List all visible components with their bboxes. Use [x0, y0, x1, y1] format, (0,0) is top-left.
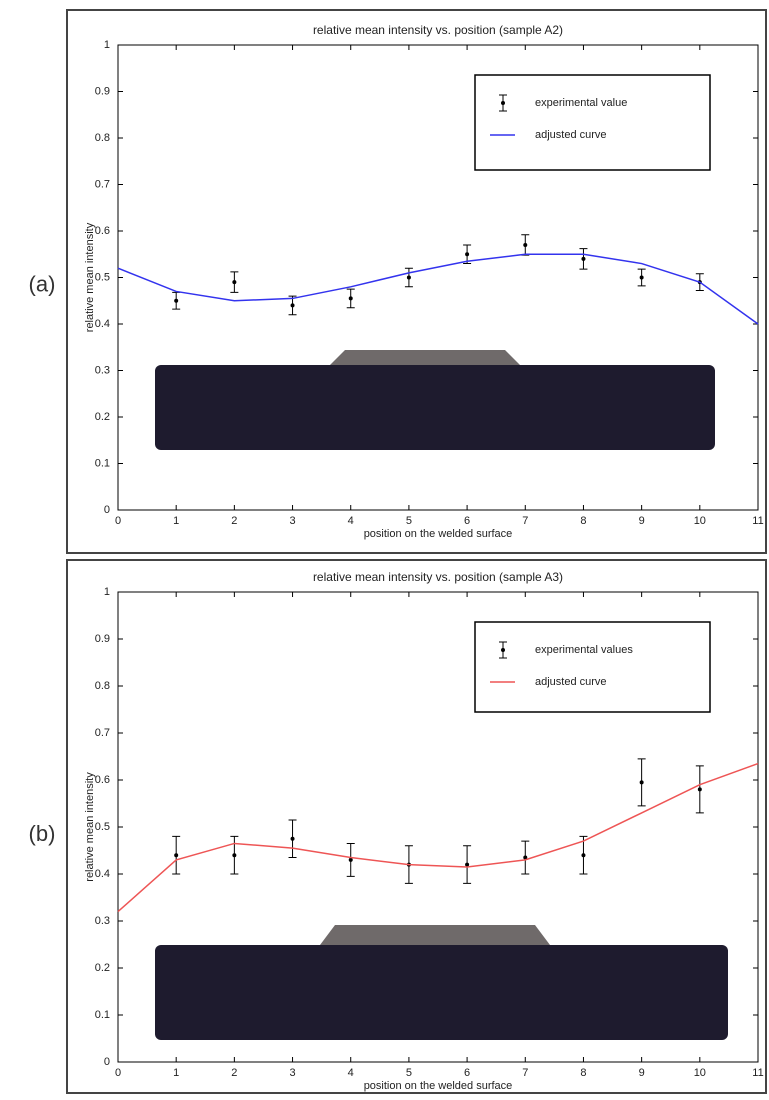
data-point: [581, 853, 586, 858]
legend-label: adjusted curve: [535, 129, 607, 141]
y-tick-label: 0.9: [95, 633, 110, 645]
x-tick-label: 5: [406, 515, 412, 527]
x-tick-label: 2: [231, 1067, 237, 1079]
y-tick-label: 0.7: [95, 727, 110, 739]
legend-swatch: [501, 101, 505, 105]
x-tick-label: 2: [231, 515, 237, 527]
y-tick-label: 0: [104, 1056, 110, 1068]
y-tick-label: 0.2: [95, 411, 110, 423]
x-tick-label: 8: [580, 515, 586, 527]
legend-label: adjusted curve: [535, 676, 607, 688]
y-tick-label: 0.6: [95, 225, 110, 237]
y-tick-label: 0.4: [95, 868, 110, 880]
legend-label: experimental value: [535, 97, 627, 109]
x-tick-label: 7: [522, 1067, 528, 1079]
data-point: [290, 836, 295, 841]
panel-label: (b): [29, 821, 56, 846]
y-axis-label: relative mean intensity: [84, 222, 96, 332]
y-tick-label: 0.9: [95, 85, 110, 97]
y-tick-label: 0.4: [95, 318, 110, 330]
data-point: [290, 303, 295, 308]
weld-bead: [320, 925, 550, 945]
y-tick-label: 0.6: [95, 774, 110, 786]
x-tick-label: 9: [639, 515, 645, 527]
data-point: [174, 853, 179, 858]
weld-bead: [330, 350, 520, 365]
x-tick-label: 8: [580, 1067, 586, 1079]
x-tick-label: 4: [348, 1067, 354, 1079]
y-axis-label: relative mean intensity: [84, 772, 96, 882]
x-tick-label: 0: [115, 1067, 121, 1079]
data-point: [639, 275, 644, 280]
y-tick-label: 1: [104, 39, 110, 51]
y-tick-label: 0.2: [95, 962, 110, 974]
x-axis-label: position on the welded surface: [364, 1080, 513, 1092]
y-tick-label: 0.8: [95, 132, 110, 144]
x-tick-label: 1: [173, 515, 179, 527]
weld-photo: [155, 365, 715, 450]
data-point: [348, 857, 353, 862]
y-tick-label: 0.8: [95, 680, 110, 692]
y-tick-label: 0.3: [95, 364, 110, 376]
fitted-curve: [117, 762, 759, 913]
y-tick-label: 0.5: [95, 271, 110, 283]
data-point: [465, 252, 470, 257]
data-point: [523, 242, 528, 247]
x-tick-label: 3: [289, 515, 295, 527]
x-tick-label: 7: [522, 515, 528, 527]
fitted-curve: [117, 253, 759, 325]
chart-title: relative mean intensity vs. position (sa…: [313, 23, 563, 37]
data-point: [581, 256, 586, 261]
legend-swatch: [501, 648, 505, 652]
x-tick-label: 10: [694, 515, 706, 527]
x-tick-label: 6: [464, 515, 470, 527]
data-point: [639, 780, 644, 785]
x-tick-label: 0: [115, 515, 121, 527]
legend-label: experimental values: [535, 644, 633, 656]
panel-label: (a): [29, 271, 56, 296]
y-tick-label: 0.1: [95, 457, 110, 469]
y-tick-label: 1: [104, 586, 110, 598]
data-point: [465, 862, 470, 867]
y-tick-label: 0.7: [95, 178, 110, 190]
data-point: [697, 787, 702, 792]
x-tick-label: 11: [752, 1067, 763, 1079]
x-tick-label: 11: [752, 515, 763, 527]
x-axis-label: position on the welded surface: [364, 528, 513, 540]
legend-box: [474, 621, 711, 713]
data-point: [232, 280, 237, 285]
y-tick-label: 0.1: [95, 1009, 110, 1021]
x-tick-label: 1: [173, 1067, 179, 1079]
data-point: [406, 275, 411, 280]
data-point: [174, 298, 179, 303]
data-point: [348, 296, 353, 301]
x-tick-label: 10: [694, 1067, 706, 1079]
legend-box: [474, 74, 711, 171]
x-tick-label: 9: [639, 1067, 645, 1079]
chart-title: relative mean intensity vs. position (sa…: [313, 570, 563, 584]
data-point: [523, 855, 528, 860]
data-point: [232, 853, 237, 858]
y-tick-label: 0.5: [95, 821, 110, 833]
x-tick-label: 3: [289, 1067, 295, 1079]
y-tick-label: 0.3: [95, 915, 110, 927]
weld-photo: [155, 945, 728, 1040]
x-tick-label: 4: [348, 515, 354, 527]
x-tick-label: 6: [464, 1067, 470, 1079]
y-tick-label: 0: [104, 504, 110, 516]
x-tick-label: 5: [406, 1067, 412, 1079]
